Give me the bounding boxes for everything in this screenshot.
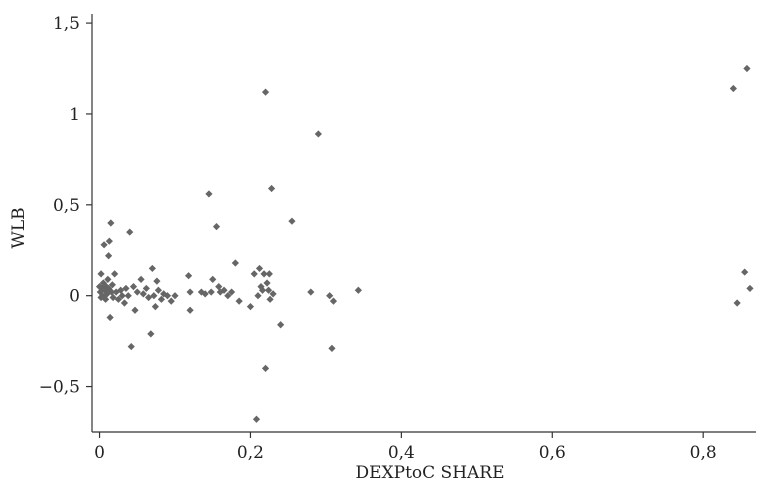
y-tick-label: −0,5 [39, 378, 80, 398]
data-point [746, 284, 754, 293]
data-point [212, 223, 221, 231]
data-point [122, 284, 130, 293]
data-point [265, 270, 273, 278]
data-point [307, 288, 315, 296]
x-tick-label: 0,8 [690, 443, 717, 463]
data-point [133, 288, 141, 296]
data-point [98, 292, 107, 300]
x-axis-label: DEXPtoC SHARE [355, 463, 504, 483]
data-point [235, 297, 243, 305]
data-point [224, 292, 232, 300]
data-point [267, 184, 276, 193]
data-point [250, 270, 258, 278]
data-point [254, 292, 262, 300]
data-point [97, 270, 105, 278]
x-tick-label: 0,2 [237, 443, 264, 463]
data-point [108, 281, 116, 289]
data-point [258, 286, 267, 294]
data-point [101, 295, 110, 303]
y-tick-label: 0,5 [53, 196, 80, 216]
data-point [147, 330, 155, 338]
data-point [127, 342, 135, 351]
data-point [263, 279, 271, 287]
data-point [103, 290, 111, 298]
data-point [328, 344, 336, 352]
data-point [741, 268, 749, 276]
data-point [148, 264, 156, 273]
data-point [743, 64, 751, 73]
x-tick-label: 0,4 [388, 443, 415, 463]
data-point [99, 279, 107, 287]
data-point [108, 288, 116, 296]
data-point [186, 288, 194, 296]
data-point [154, 286, 162, 294]
data-point [215, 283, 223, 291]
data-point [167, 297, 175, 305]
data-point [150, 292, 158, 300]
data-point [105, 252, 113, 260]
data-point [261, 88, 270, 96]
data-point [184, 272, 193, 280]
x-tick-label: 0,6 [539, 443, 566, 463]
data-point [733, 299, 741, 307]
y-axis-label: WLB [9, 207, 29, 248]
data-point [124, 292, 132, 300]
data-point [729, 84, 737, 93]
data-point [163, 292, 172, 300]
data-point [207, 288, 215, 296]
data-point [153, 277, 161, 285]
data-point [106, 313, 114, 322]
data-point [255, 264, 264, 273]
y-tick-label: 1 [69, 105, 80, 125]
data-point [139, 290, 147, 298]
data-point [329, 297, 338, 305]
data-point [231, 259, 239, 267]
data-point [120, 299, 129, 307]
data-point [100, 241, 108, 249]
x-tick-label: 0 [94, 443, 105, 463]
ticks: 0 0,2 0,4 0,6 0,8 −0,5 0 0,5 1 1,5 [39, 14, 717, 463]
data-point [266, 295, 274, 303]
data-point [142, 284, 150, 293]
data-point [118, 292, 126, 300]
data-point [261, 364, 270, 372]
data-point [264, 286, 273, 294]
data-point [205, 190, 213, 198]
data-point [111, 270, 119, 278]
data-point [104, 275, 112, 283]
data-point [277, 321, 285, 329]
data-point [326, 292, 334, 300]
y-tick-label: 1,5 [53, 14, 80, 34]
data-point [288, 217, 296, 225]
data-point [105, 237, 113, 245]
data-point [201, 290, 209, 298]
data-point [314, 130, 322, 138]
data-point [269, 290, 277, 298]
data-point [246, 303, 255, 311]
data-point [220, 286, 228, 294]
data-point [112, 288, 120, 296]
data-point [160, 290, 168, 298]
data-point [252, 415, 261, 423]
axes [91, 14, 756, 433]
data-point [107, 219, 115, 227]
data-point [129, 283, 138, 291]
data-point [151, 303, 159, 311]
data-point [131, 306, 139, 314]
data-point [216, 288, 224, 296]
data-point [227, 288, 236, 296]
data-point [260, 270, 268, 278]
data-points [95, 64, 754, 423]
data-point [171, 292, 179, 300]
data-point [109, 293, 117, 302]
data-point [114, 295, 123, 303]
data-point [137, 275, 145, 283]
data-point [157, 295, 166, 303]
data-point [354, 286, 362, 294]
y-tick-label: 0 [69, 287, 80, 307]
data-point [209, 275, 217, 283]
data-point [186, 306, 194, 314]
data-point [126, 228, 134, 236]
